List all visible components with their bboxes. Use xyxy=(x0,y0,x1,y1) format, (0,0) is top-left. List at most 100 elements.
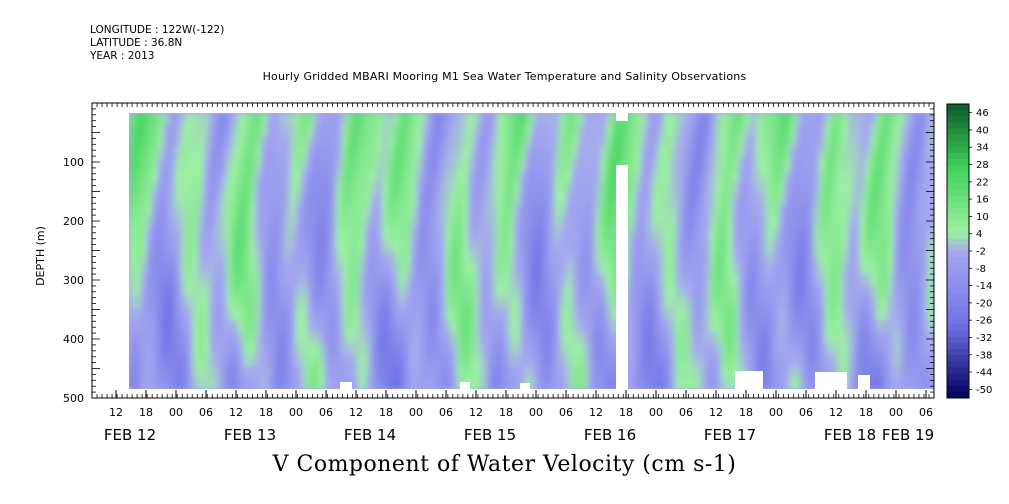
colorbar-label: -26 xyxy=(976,316,992,327)
colorbar-label: 16 xyxy=(976,195,989,206)
x-hour-tick-label: 12 xyxy=(829,406,843,419)
colorbar-swatch xyxy=(947,110,969,117)
x-hour-tick-label: 06 xyxy=(319,406,333,419)
x-hour-tick-label: 18 xyxy=(499,406,513,419)
heatmap-field xyxy=(129,113,934,389)
colorbar-swatch xyxy=(947,238,969,246)
colorbar-swatch xyxy=(947,312,969,319)
colorbar-label: -8 xyxy=(976,264,986,275)
colorbar-swatch xyxy=(947,140,969,148)
x-date-label: FEB 12 xyxy=(104,426,156,444)
x-hour-tick-label: 12 xyxy=(229,406,243,419)
colorbar-swatch xyxy=(947,165,969,172)
x-hour-tick-label: 18 xyxy=(139,406,153,419)
colorbar-swatch xyxy=(947,177,969,185)
colorbar-swatch xyxy=(947,226,969,234)
colorbar-label: 4 xyxy=(976,229,982,240)
x-hour-tick-label: 18 xyxy=(379,406,393,419)
colorbar-swatch xyxy=(947,342,969,350)
colorbar-swatch xyxy=(947,214,969,221)
colorbar-label: 28 xyxy=(976,160,989,171)
colorbar-swatch xyxy=(947,306,969,313)
x-hour-tick-label: 18 xyxy=(859,406,873,419)
colorbar-swatch xyxy=(947,287,969,295)
variable-title: V Component of Water Velocity (cm s-1) xyxy=(272,452,737,477)
x-hour-tick-label: 00 xyxy=(889,406,903,419)
longitude-label: LONGITUDE : 122W(-122) xyxy=(90,24,225,36)
colorbar-label: 34 xyxy=(976,143,989,154)
x-date-label: FEB 17 xyxy=(704,426,756,444)
colorbar-swatch xyxy=(947,183,969,191)
colorbar-swatch xyxy=(947,355,969,362)
colorbar-swatch xyxy=(947,208,969,215)
colorbar-swatch xyxy=(947,269,969,276)
colorbar-swatch xyxy=(947,159,969,166)
colorbar-swatch xyxy=(947,128,969,136)
y-tick-label: 300 xyxy=(63,274,84,287)
x-hour-tick-label: 12 xyxy=(709,406,723,419)
x-hour-tick-label: 00 xyxy=(529,406,543,419)
colorbar-label: -2 xyxy=(976,247,986,258)
x-hour-tick-label: 00 xyxy=(409,406,423,419)
colorbar-swatch xyxy=(947,385,969,393)
x-hour-tick-label: 00 xyxy=(169,406,183,419)
colorbar-swatch xyxy=(947,202,969,209)
x-date-label: FEB 13 xyxy=(224,426,276,444)
x-hour-tick-label: 18 xyxy=(619,406,633,419)
y-tick-label: 400 xyxy=(63,333,84,346)
colorbar-swatch xyxy=(947,379,969,387)
colorbar-label: -32 xyxy=(976,333,992,344)
x-hour-tick-label: 06 xyxy=(919,406,933,419)
colorbar-label: -44 xyxy=(976,368,992,379)
x-date-label: FEB 16 xyxy=(584,426,636,444)
colorbar-swatch xyxy=(947,324,969,332)
latitude-label: LATITUDE : 36.8N xyxy=(90,37,183,49)
x-hour-tick-label: 18 xyxy=(739,406,753,419)
colorbar-swatch xyxy=(947,281,969,289)
y-tick-label: 200 xyxy=(63,215,84,228)
colorbar-label: -20 xyxy=(976,298,992,309)
x-date-label: FEB 19 xyxy=(882,426,934,444)
colorbar-swatch xyxy=(947,361,969,368)
chart-title: Hourly Gridded MBARI Mooring M1 Sea Wate… xyxy=(262,70,747,83)
colorbar-swatch xyxy=(947,318,969,325)
x-hour-tick-label: 12 xyxy=(589,406,603,419)
x-date-label: FEB 14 xyxy=(344,426,396,444)
x-hour-tick-label: 00 xyxy=(649,406,663,419)
x-hour-tick-label: 06 xyxy=(439,406,453,419)
colorbar-swatch xyxy=(947,367,969,374)
colorbar-swatch xyxy=(947,330,969,338)
colorbar-swatch xyxy=(947,263,969,270)
colorbar-swatch xyxy=(947,195,969,203)
colorbar-label: 22 xyxy=(976,177,989,188)
x-date-label: FEB 15 xyxy=(464,426,516,444)
colorbar-swatch xyxy=(947,373,969,381)
y-tick-label: 100 xyxy=(63,156,84,169)
colorbar-swatch xyxy=(947,349,969,356)
colorbar-swatch xyxy=(947,257,969,264)
x-hour-tick-label: 06 xyxy=(679,406,693,419)
colorbar-swatch xyxy=(947,220,969,227)
colorbar-swatch xyxy=(947,336,969,344)
x-hour-tick-label: 06 xyxy=(199,406,213,419)
colorbar: 46 40 34 28 22 16 10 4 -2 -8 -14 -20 -26 -32 -38 -44 -50 xyxy=(946,103,992,399)
y-tick-label: 500 xyxy=(63,392,84,405)
colorbar-label: 46 xyxy=(976,108,989,119)
colorbar-swatch xyxy=(947,171,969,178)
colorbar-swatch xyxy=(947,153,969,160)
colorbar-swatch xyxy=(947,104,969,111)
x-hour-tick-label: 12 xyxy=(349,406,363,419)
x-hour-tick-label: 00 xyxy=(289,406,303,419)
x-date-label: FEB 18 xyxy=(824,426,876,444)
x-hour-tick-label: 06 xyxy=(799,406,813,419)
x-hour-tick-label: 12 xyxy=(109,406,123,419)
colorbar-swatch xyxy=(947,244,969,252)
colorbar-swatch xyxy=(947,122,969,129)
colorbar-swatch xyxy=(947,300,969,307)
x-hour-tick-label: 12 xyxy=(469,406,483,419)
colorbar-label: -38 xyxy=(976,350,992,361)
x-hour-tick-label: 00 xyxy=(769,406,783,419)
colorbar-swatch xyxy=(947,251,969,258)
colorbar-label: -14 xyxy=(976,281,992,292)
